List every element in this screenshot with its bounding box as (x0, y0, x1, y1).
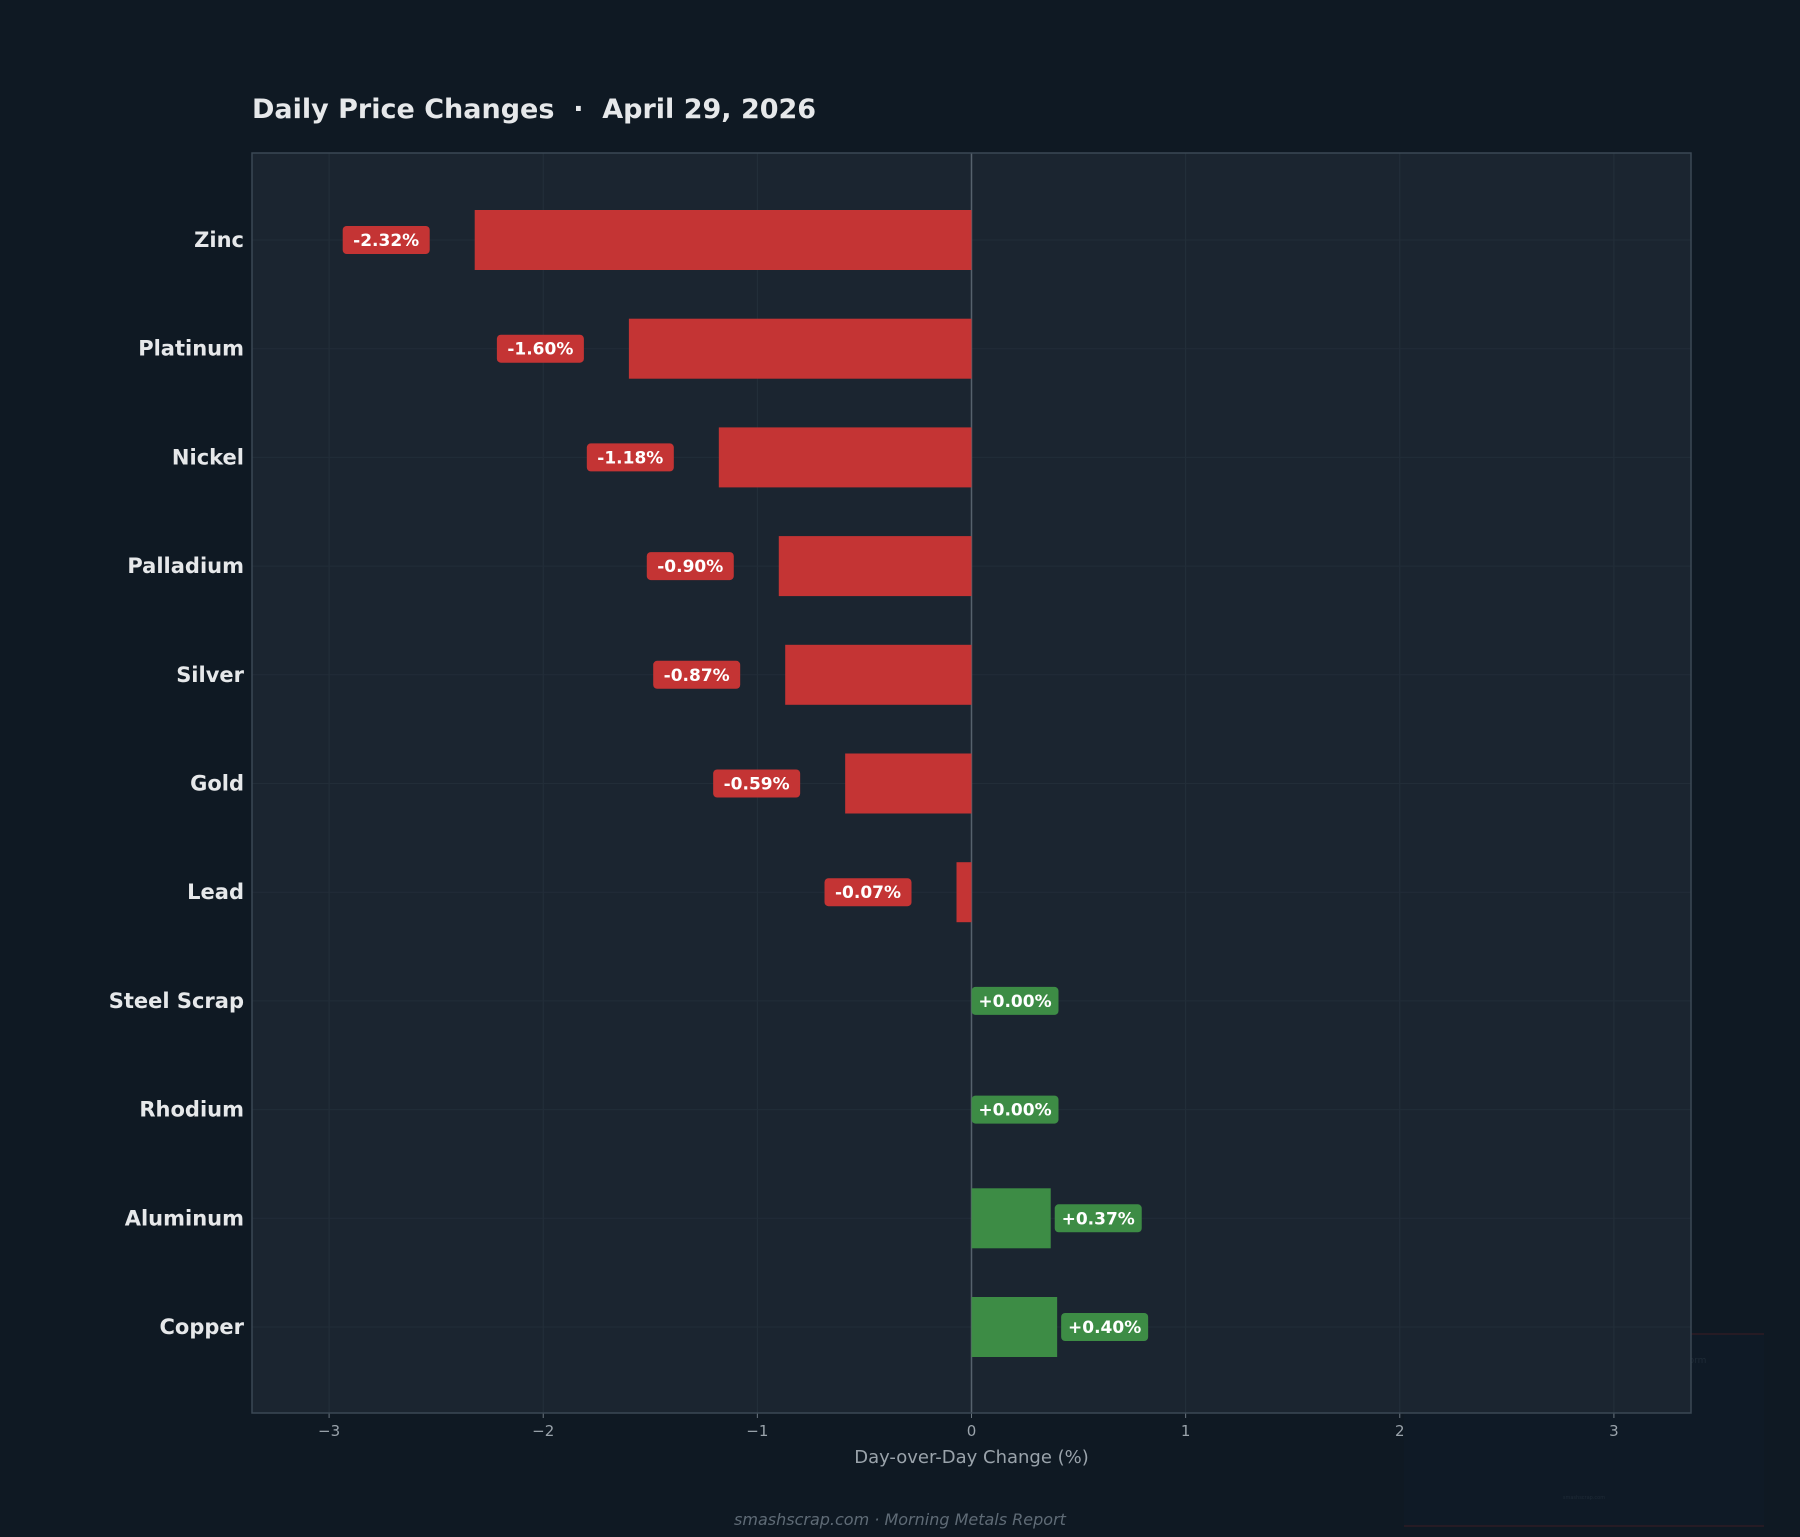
x-tick-label: 1 (1181, 1422, 1191, 1440)
y-tick-label: Gold (190, 772, 244, 796)
x-tick-label: −1 (746, 1422, 768, 1440)
bar-gold (845, 753, 972, 814)
data-label: -2.32% (353, 231, 419, 251)
x-tick-label: −2 (532, 1422, 554, 1440)
chart-title: Daily Price Changes · April 29, 2026 (252, 94, 817, 125)
y-tick-label: Aluminum (125, 1206, 244, 1230)
data-label-badge (496, 334, 584, 363)
bar-aluminum (971, 1188, 1051, 1249)
data-label-badge (713, 769, 801, 798)
plot-border (251, 152, 1692, 1414)
data-label: -1.18% (597, 448, 663, 468)
x-tick-label: −3 (318, 1422, 340, 1440)
data-label-badge (1054, 1204, 1142, 1233)
y-tick-label: Rhodium (139, 1098, 244, 1122)
bar-silver (785, 644, 972, 705)
bar-palladium (778, 536, 972, 597)
data-label: +0.00% (978, 992, 1051, 1012)
data-label-badge (646, 552, 734, 581)
y-tick-label: Zinc (194, 228, 244, 252)
data-label: -0.07% (835, 883, 901, 903)
y-tick-label: Platinum (138, 337, 244, 361)
y-tick-label: Silver (176, 663, 244, 687)
y-tick-label: Lead (187, 880, 244, 904)
data-label: -0.59% (724, 775, 790, 795)
watermark-url: smashscrap.com (1562, 1495, 1606, 1501)
bar-platinum (628, 318, 972, 379)
x-tick-label: 2 (1395, 1422, 1405, 1440)
data-label-badge (653, 660, 741, 689)
data-label: -1.60% (507, 340, 573, 360)
bar-zinc (474, 210, 972, 270)
data-label: +0.00% (978, 1101, 1051, 1121)
data-label-badge (824, 878, 912, 907)
x-tick-label: 3 (1609, 1422, 1619, 1440)
data-label: -0.90% (657, 557, 723, 577)
bar-lead (956, 862, 972, 923)
bar-copper (971, 1297, 1058, 1357)
data-label-badge (342, 226, 430, 254)
y-tick-label: Palladium (127, 554, 244, 578)
x-tick-label: 0 (967, 1422, 977, 1440)
footer-credit: smashscrap.com · Morning Metals Report (734, 1510, 1066, 1529)
bar-nickel (718, 427, 972, 488)
y-tick-label: Steel Scrap (109, 989, 244, 1013)
y-tick-label: Copper (159, 1315, 244, 1339)
data-label: +0.37% (1062, 1209, 1135, 1229)
x-axis-label: Day-over-Day Change (%) (854, 1447, 1089, 1468)
data-label-badge (1061, 1313, 1149, 1341)
y-tick-label: Nickel (172, 445, 244, 469)
data-label: -0.87% (664, 666, 730, 686)
data-label-badge (971, 1095, 1059, 1124)
data-label: +0.40% (1068, 1318, 1141, 1338)
data-label-badge (586, 443, 674, 472)
data-label-badge (971, 986, 1059, 1015)
